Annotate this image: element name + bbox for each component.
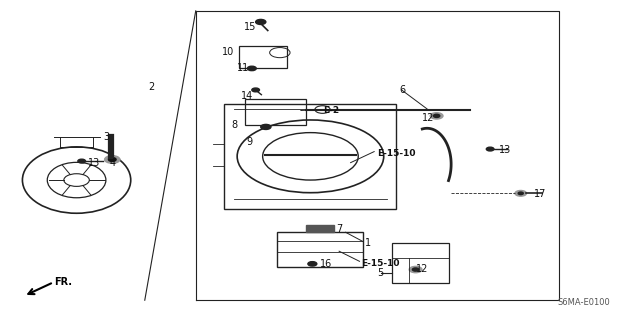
Circle shape [104,156,120,163]
Text: 2: 2 [148,82,154,92]
Circle shape [430,113,443,119]
Text: 7: 7 [336,224,342,234]
Circle shape [247,66,256,70]
Bar [246,99,306,125]
Circle shape [252,88,259,92]
Text: S6MA-E0100: S6MA-E0100 [557,298,610,307]
Bar [276,232,364,267]
Bar [392,243,449,284]
Text: E-15-10: E-15-10 [362,259,400,268]
Text: 3: 3 [104,132,109,142]
Text: FR.: FR. [54,277,72,287]
Bar [306,225,334,232]
Text: 12: 12 [422,113,435,123]
Circle shape [518,192,524,195]
Text: 11: 11 [237,63,250,73]
Text: 12: 12 [416,263,428,274]
Circle shape [260,124,271,130]
Circle shape [108,158,116,161]
Text: 6: 6 [400,85,406,95]
Text: 14: 14 [241,91,253,101]
Circle shape [515,190,527,196]
Text: 13: 13 [88,158,100,168]
Text: 8: 8 [231,120,237,130]
Text: 9: 9 [247,137,253,147]
Text: 1: 1 [365,238,371,248]
Text: 4: 4 [110,158,116,168]
Bar [239,46,287,69]
Text: 17: 17 [534,189,546,199]
Text: E-15-10: E-15-10 [378,149,416,158]
Circle shape [255,19,266,25]
Circle shape [409,266,422,273]
Text: E-2: E-2 [323,106,339,115]
Text: 10: 10 [221,47,234,57]
Bar [225,104,396,209]
Circle shape [78,159,86,163]
Text: 13: 13 [499,145,511,155]
Circle shape [433,114,440,117]
Text: 5: 5 [378,268,383,278]
Circle shape [308,262,317,266]
Circle shape [412,268,419,271]
Text: 15: 15 [244,22,256,32]
Circle shape [486,147,494,151]
Text: 16: 16 [320,259,333,269]
